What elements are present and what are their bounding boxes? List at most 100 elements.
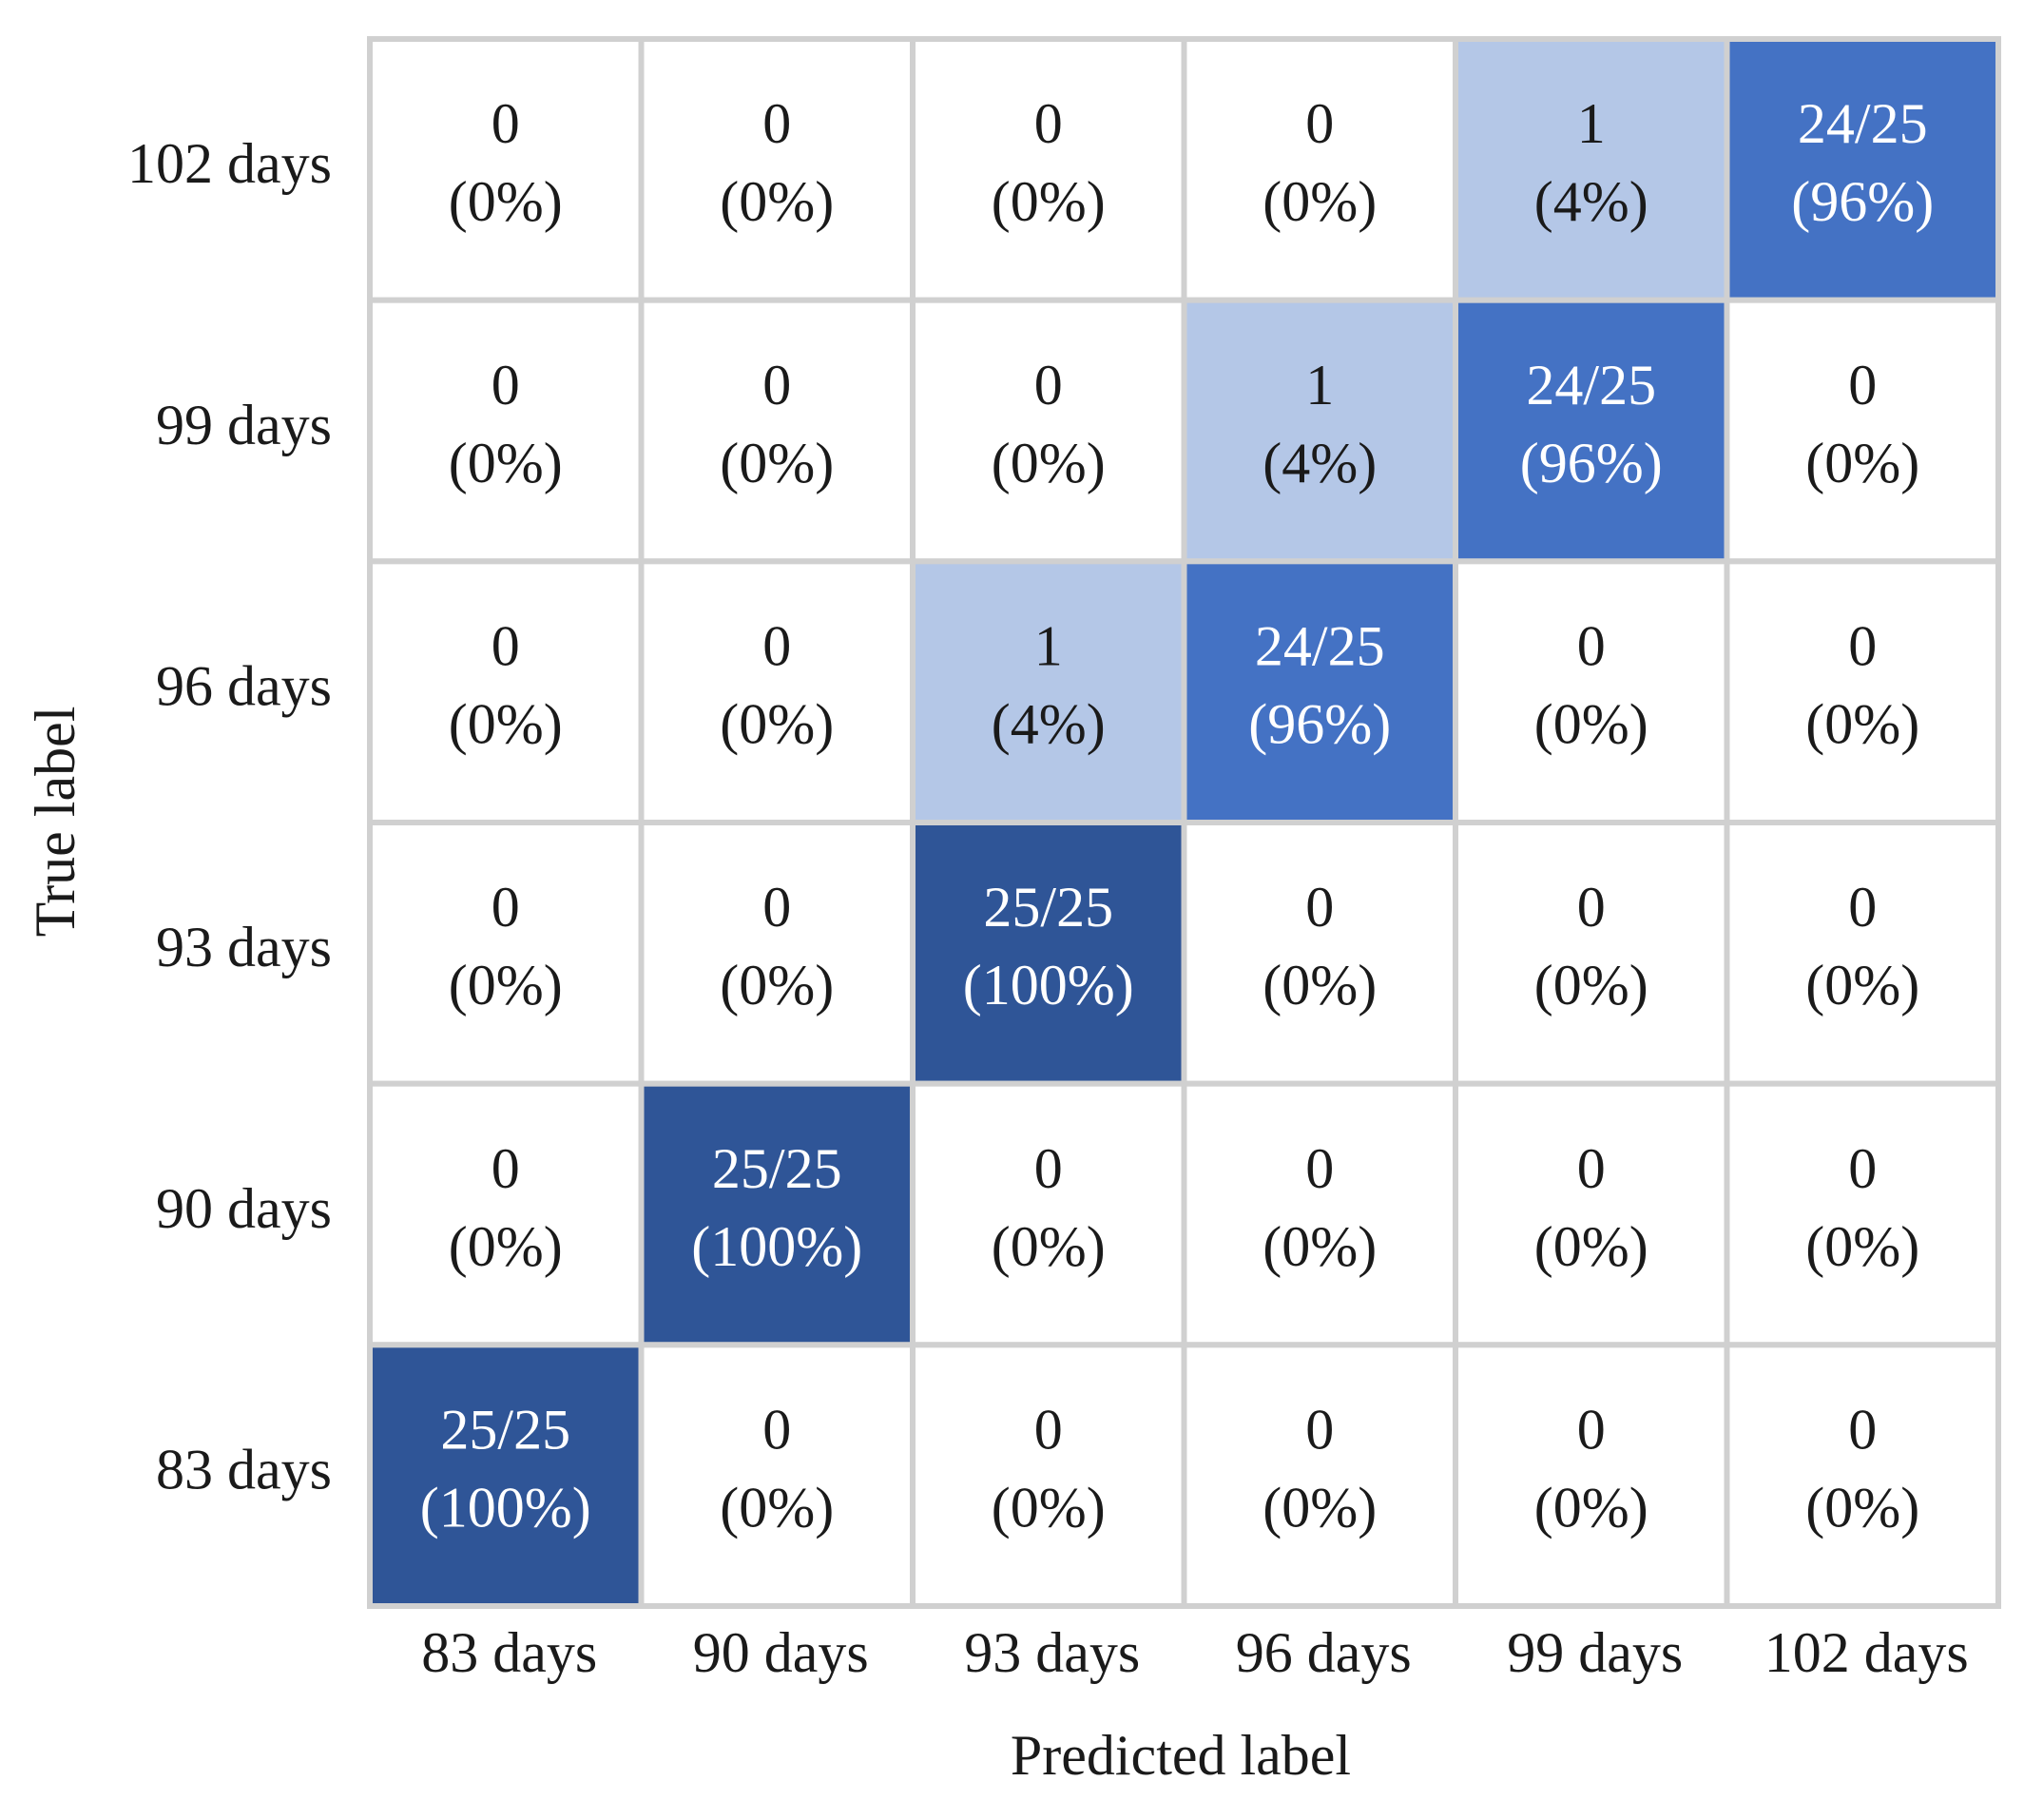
- cell-count: 0: [1848, 876, 1877, 939]
- cell-count: 0: [1577, 1137, 1606, 1200]
- cell-percent: (0%): [1534, 1215, 1648, 1278]
- cell-count: 0: [1848, 1398, 1877, 1461]
- y-tick-label: 96 days: [156, 654, 332, 717]
- cell-count: 0: [1034, 354, 1063, 416]
- cell: [367, 1080, 645, 1348]
- cell: [1724, 820, 2001, 1087]
- cell-percent: (100%): [963, 954, 1134, 1016]
- cell: [1181, 297, 1458, 565]
- y-tick-label: 83 days: [156, 1438, 332, 1501]
- cell-percent: (0%): [720, 170, 834, 233]
- cell-percent: (0%): [992, 1215, 1106, 1278]
- cell-percent: (0%): [1805, 692, 1919, 755]
- cell: [910, 297, 1187, 565]
- cell-count: 24/25: [1526, 354, 1656, 416]
- cell-percent: (0%): [1534, 1476, 1648, 1539]
- y-tick-label: 102 days: [127, 132, 332, 195]
- cell: [910, 558, 1187, 825]
- cell: [910, 36, 1187, 303]
- cell: [638, 1080, 916, 1348]
- cell: [367, 36, 645, 303]
- cell-count: 0: [1577, 1398, 1606, 1461]
- x-tick-label: 96 days: [1236, 1621, 1412, 1684]
- cell-percent: (100%): [420, 1476, 591, 1539]
- cell-percent: (0%): [449, 954, 563, 1016]
- cell-percent: (0%): [720, 432, 834, 494]
- cell-count: 0: [1305, 1137, 1334, 1200]
- cell-percent: (0%): [1263, 1215, 1377, 1278]
- cell-count: 0: [1848, 354, 1877, 416]
- cell-percent: (0%): [1534, 692, 1648, 755]
- cell-count: 1: [1577, 92, 1606, 155]
- cell-percent: (0%): [1805, 1476, 1919, 1539]
- cell-percent: (0%): [1805, 1215, 1919, 1278]
- cell-count: 1: [1305, 354, 1334, 416]
- y-axis-title: True label: [24, 707, 87, 938]
- cell-percent: (0%): [1263, 1476, 1377, 1539]
- x-axis-title: Predicted label: [1011, 1724, 1351, 1787]
- cell-count: 0: [1848, 1137, 1877, 1200]
- cell-percent: (0%): [1534, 954, 1648, 1016]
- cell-count: 0: [762, 614, 791, 677]
- x-tick-label: 102 days: [1764, 1621, 1969, 1684]
- cell-percent: (0%): [1263, 954, 1377, 1016]
- cell-count: 25/25: [712, 1137, 842, 1200]
- cell-count: 0: [1034, 1398, 1063, 1461]
- cell-count: 0: [762, 876, 791, 939]
- cell: [1453, 820, 1730, 1087]
- cell-count: 1: [1034, 614, 1063, 677]
- cell-count: 0: [1305, 876, 1334, 939]
- cell: [910, 1342, 1187, 1610]
- cell-count: 25/25: [440, 1398, 570, 1461]
- cell-percent: (0%): [449, 692, 563, 755]
- cell-percent: (0%): [449, 432, 563, 494]
- cell-percent: (100%): [691, 1215, 862, 1278]
- cell: [1724, 297, 2001, 565]
- cell-percent: (0%): [720, 954, 834, 1016]
- cell-percent: (0%): [992, 170, 1106, 233]
- cell: [367, 558, 645, 825]
- cell-percent: (4%): [1534, 170, 1648, 233]
- cell-percent: (0%): [992, 1476, 1106, 1539]
- cell: [1453, 558, 1730, 825]
- cell: [1181, 558, 1458, 825]
- cell-percent: (0%): [720, 692, 834, 755]
- cell-count: 0: [762, 1398, 791, 1461]
- cell: [1724, 558, 2001, 825]
- cell-count: 0: [492, 614, 520, 677]
- cell-percent: (4%): [1263, 432, 1377, 494]
- cell-count: 0: [492, 354, 520, 416]
- cell: [638, 36, 916, 303]
- cell-count: 0: [1577, 876, 1606, 939]
- cell: [1724, 1080, 2001, 1348]
- cell-percent: (96%): [1248, 692, 1391, 755]
- cell-percent: (96%): [1520, 432, 1663, 494]
- cell-percent: (96%): [1791, 170, 1934, 233]
- cell-percent: (0%): [1805, 432, 1919, 494]
- cell-percent: (0%): [1263, 170, 1377, 233]
- cell-count: 25/25: [983, 876, 1113, 939]
- y-tick-label: 99 days: [156, 394, 332, 456]
- cell-count: 0: [1034, 1137, 1063, 1200]
- cell-count: 0: [492, 1137, 520, 1200]
- cell-count: 0: [1577, 614, 1606, 677]
- cell: [1453, 1342, 1730, 1610]
- cell-percent: (4%): [992, 692, 1106, 755]
- cell: [638, 558, 916, 825]
- cell-percent: (0%): [1805, 954, 1919, 1016]
- cell-count: 0: [492, 92, 520, 155]
- cell-count: 0: [1305, 92, 1334, 155]
- x-tick-label: 99 days: [1507, 1621, 1683, 1684]
- cell: [367, 1342, 645, 1610]
- cell-count: 0: [492, 876, 520, 939]
- cell-count: 0: [1034, 92, 1063, 155]
- cell-percent: (0%): [449, 1215, 563, 1278]
- cell-count: 24/25: [1255, 614, 1385, 677]
- cell-count: 0: [1848, 614, 1877, 677]
- cell: [910, 820, 1187, 1087]
- cell-count: 24/25: [1798, 92, 1928, 155]
- cell-percent: (0%): [992, 432, 1106, 494]
- cell: [367, 820, 645, 1087]
- cell: [1181, 820, 1458, 1087]
